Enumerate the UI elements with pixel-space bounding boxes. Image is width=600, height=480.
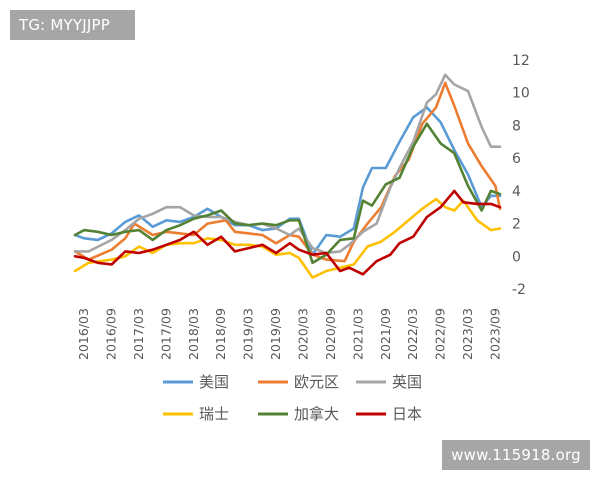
x-tick-label: 2023/09: [487, 308, 502, 360]
series-line-0: [73, 106, 502, 256]
y-axis-ticks: 12 10 8 6 4 2 0 -2: [512, 53, 530, 298]
x-tick-label: 2023/03: [460, 308, 475, 360]
legend-label: 美国: [199, 373, 229, 391]
y-tick-label: -2: [512, 282, 526, 298]
x-tick-label: 2017/03: [131, 308, 146, 360]
y-tick-label: 8: [512, 118, 521, 134]
x-tick-label: 2019/09: [268, 308, 283, 360]
y-tick-label: 10: [512, 86, 530, 102]
series-line-5: [73, 189, 502, 276]
x-axis-ticks: 2016/03 2016/09 2017/03 2017/09 2018/03 2018/…: [76, 308, 502, 360]
series-lines: [73, 73, 502, 279]
legend-label: 英国: [392, 373, 422, 391]
x-tick-label: 2020/03: [296, 308, 311, 360]
x-tick-label: 2019/03: [241, 308, 256, 360]
x-tick-label: 2022/09: [433, 308, 448, 360]
watermark-top: TG: MYYJJPP: [10, 10, 135, 40]
y-tick-label: 4: [512, 184, 521, 200]
y-tick-label: 0: [512, 249, 521, 265]
y-tick-label: 2: [512, 217, 521, 233]
series-line-1: [73, 81, 502, 263]
x-tick-label: 2021/03: [350, 308, 365, 360]
x-tick-label: 2017/09: [158, 308, 173, 360]
legend-label: 加拿大: [294, 405, 339, 423]
legend-label: 欧元区: [294, 373, 339, 391]
x-tick-label: 2022/03: [405, 308, 420, 360]
legend-label: 日本: [392, 405, 422, 423]
legend-label: 瑞士: [199, 405, 229, 423]
x-tick-label: 2016/03: [76, 308, 91, 360]
series-line-4: [73, 122, 502, 265]
watermark-bottom: www.115918.org: [442, 440, 590, 470]
x-tick-label: 2020/09: [323, 308, 338, 360]
x-tick-label: 2018/09: [213, 308, 228, 360]
y-tick-label: 12: [512, 53, 530, 69]
x-tick-label: 2021/09: [378, 308, 393, 360]
x-tick-label: 2016/09: [104, 308, 119, 360]
x-tick-label: 2018/03: [186, 308, 201, 360]
y-tick-label: 6: [512, 151, 521, 167]
